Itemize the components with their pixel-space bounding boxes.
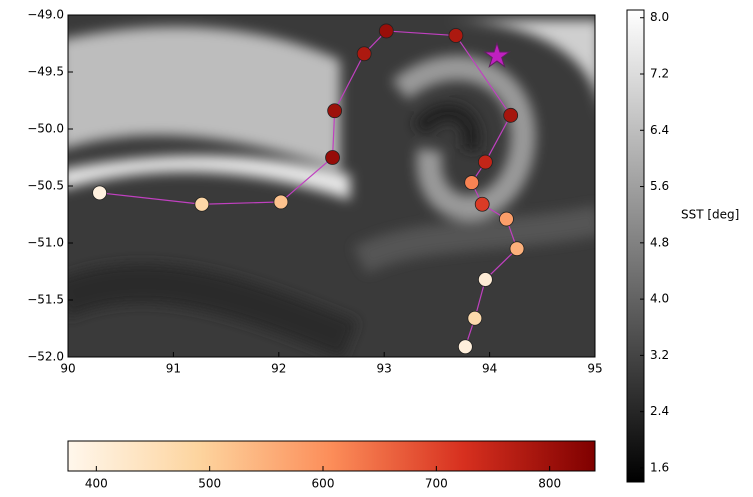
x-tick-label: 95 [587, 362, 602, 376]
colorbar-tick-label: 700 [425, 477, 448, 491]
point [478, 272, 492, 286]
point [458, 340, 472, 354]
colorbar [68, 441, 595, 471]
sst-tick-label: 5.6 [650, 179, 669, 193]
point [274, 195, 288, 209]
point [504, 108, 518, 122]
point [195, 197, 209, 211]
y-tick-label: −49.0 [27, 8, 64, 22]
point [499, 212, 513, 226]
x-tick-label: 94 [482, 362, 497, 376]
point [93, 186, 107, 200]
point [478, 155, 492, 169]
point [357, 47, 371, 61]
colorbar-tick-label: 400 [85, 477, 108, 491]
y-tick-label: −50.0 [27, 122, 64, 136]
point [326, 151, 340, 165]
x-tick-label: 90 [60, 362, 75, 376]
point [510, 242, 524, 256]
sst-tick-label: 8.0 [650, 10, 669, 24]
x-tick-label: 93 [377, 362, 392, 376]
figure: SST [deg] 90 91 92 93 94 95 −52.0 −51.5 −51.0 −50… [0, 0, 753, 493]
y-tick-label: −51.0 [27, 236, 64, 250]
x-tick-label: 91 [166, 362, 181, 376]
sst-tick-label: 4.0 [650, 292, 669, 306]
colorbar-tick-label: 600 [312, 477, 335, 491]
sst-tick-label: 3.2 [650, 348, 669, 362]
sst-tick-label: 7.2 [650, 67, 669, 81]
colorbar-tick-label: 500 [198, 477, 221, 491]
point [468, 311, 482, 325]
y-tick-label: −49.5 [27, 65, 64, 79]
y-tick-label: −52.0 [27, 350, 64, 364]
sst-label: SST [deg] [681, 208, 739, 222]
sst-tick-label: 2.4 [650, 404, 669, 418]
sst-tick-label: 4.8 [650, 235, 669, 249]
point [449, 29, 463, 43]
sst-tick-label: 1.6 [650, 460, 669, 474]
sst-tick-label: 6.4 [650, 123, 669, 137]
x-tick-label: 92 [271, 362, 286, 376]
point [475, 197, 489, 211]
colorbar-tick-label: 800 [538, 477, 561, 491]
point [465, 176, 479, 190]
y-tick-label: −50.5 [27, 179, 64, 193]
point [379, 24, 393, 38]
sst-field [60, 15, 600, 357]
y-tick-label: −51.5 [27, 293, 64, 307]
point [328, 104, 342, 118]
